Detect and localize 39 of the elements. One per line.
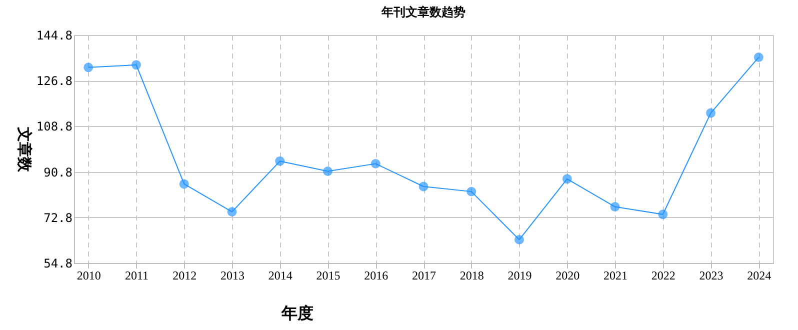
y-axis-title: 文章数: [15, 126, 34, 173]
x-tick-label: 2011: [124, 268, 149, 282]
x-axis-title: 年度: [280, 304, 314, 322]
y-tick-label: 72.8: [44, 210, 72, 225]
x-tick-label: 2017: [412, 268, 436, 282]
point: [227, 207, 237, 217]
y-tick-label: 126.8: [36, 74, 72, 88]
point: [610, 202, 620, 212]
point: [370, 158, 380, 168]
point: [466, 186, 476, 196]
x-tick-label: 2010: [76, 268, 101, 282]
point: [754, 52, 764, 62]
x-tick-label: 2018: [460, 268, 484, 282]
x-tick-label: 2012: [172, 268, 197, 282]
point: [323, 166, 332, 176]
point: [706, 108, 716, 118]
x-tick-label: 2024: [747, 268, 772, 282]
point: [84, 62, 94, 72]
point: [131, 60, 141, 70]
y-tick-label: 144.8: [36, 28, 72, 42]
y-tick-label: 54.8: [44, 256, 72, 270]
x-tick-label: 2020: [556, 268, 580, 282]
point: [418, 182, 428, 192]
x-tick-label: 2023: [699, 268, 724, 282]
point: [275, 156, 285, 166]
x-tick-label: 2021: [604, 268, 628, 282]
y-tick-label: 108.8: [36, 120, 72, 134]
x-tick-label: 2013: [220, 268, 244, 282]
x-tick-label: 2022: [651, 268, 676, 282]
x-tick-label: 2019: [508, 268, 532, 282]
x-tick-label: 2015: [316, 268, 340, 282]
x-tick-label: 2016: [364, 268, 388, 282]
point: [658, 210, 668, 220]
point: [562, 174, 572, 184]
point: [514, 234, 524, 244]
point: [179, 179, 189, 189]
x-tick-label: 2014: [268, 268, 292, 282]
chart-title: 年刊文章数趋势: [380, 5, 466, 19]
y-tick-label: 90.8: [44, 165, 72, 180]
